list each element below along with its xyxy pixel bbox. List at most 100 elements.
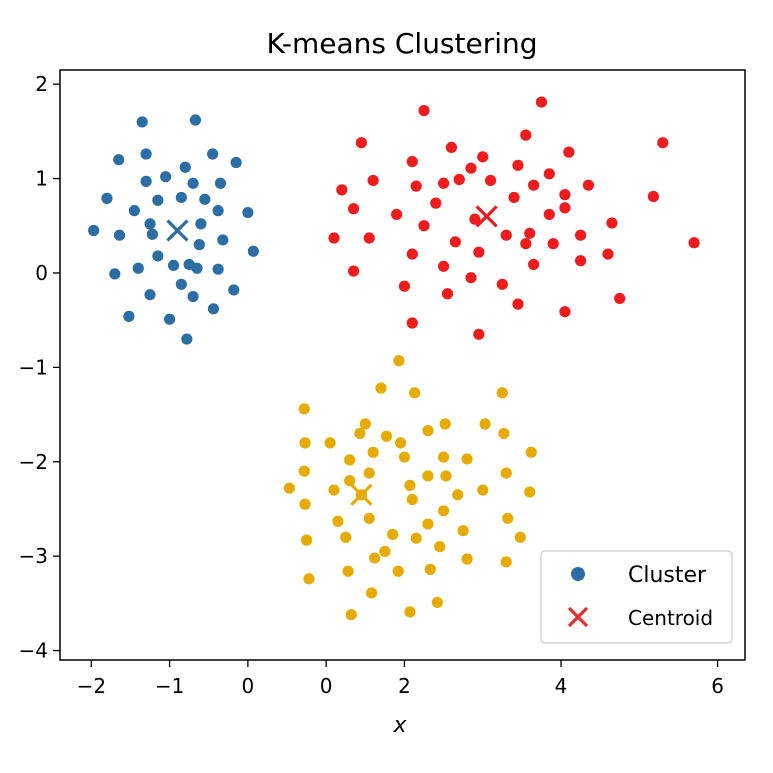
data-point [479,418,491,430]
data-point [477,151,489,163]
data-point [113,229,126,241]
data-point [328,232,340,244]
data-point [461,453,473,465]
data-point [298,403,310,415]
x-tick-label: 4 [555,674,568,698]
data-point [512,159,524,171]
data-point [298,465,310,477]
data-point [367,446,379,458]
data-point [303,573,315,585]
data-point [347,203,360,215]
data-point [602,248,614,260]
data-point [336,184,348,196]
centroid-stroke [166,219,189,242]
x-tick-label: −2 [77,674,106,698]
y-tick-label: −3 [19,544,48,568]
data-point [191,262,203,274]
x-tick-label: −1 [155,674,184,698]
data-point [355,137,367,149]
data-point [457,525,469,537]
data-point [144,289,156,301]
data-point [418,104,430,117]
legend-cluster-marker [571,567,585,581]
data-point [144,218,156,230]
data-point [469,213,481,225]
data-point [575,229,587,241]
data-point [441,288,454,300]
data-point [520,238,532,250]
data-point [422,518,434,530]
data-point [496,278,508,290]
data-point [563,146,575,158]
data-point [195,218,207,230]
centroid-marker [475,205,498,228]
data-point [193,239,205,251]
data-point [379,545,391,558]
data-point [363,512,375,525]
data-point [431,596,443,609]
data-point [547,238,559,250]
data-point [484,174,497,187]
data-point [508,191,520,204]
data-point [299,437,311,449]
chart-title: K-means Clustering [266,27,537,60]
data-point [439,418,451,430]
data-point [152,194,164,206]
data-point [393,355,405,367]
data-point [212,205,224,217]
data-point [375,382,387,394]
data-point [559,202,571,214]
data-point [242,206,254,219]
data-point [438,177,450,189]
data-point [582,179,595,191]
data-point [418,220,430,232]
plot-frame [59,69,746,661]
data-point [363,232,375,244]
x-tick-label: 6 [711,674,724,698]
data-point [214,177,227,189]
data-point [392,565,404,577]
data-point [189,114,202,126]
data-point [207,148,219,160]
data-point [228,284,240,296]
data-point [164,313,176,325]
data-point [473,246,485,258]
data-point [109,268,121,280]
data-point [187,290,199,303]
data-point [514,531,526,543]
data-point [461,553,473,565]
data-point [88,224,100,237]
data-point [422,470,434,482]
y-tick-label: 1 [35,167,48,191]
data-point [128,205,140,217]
data-point [181,333,193,345]
data-point [424,563,436,575]
data-point [152,250,164,262]
data-point [406,493,418,506]
data-point [438,260,450,272]
data-point [217,234,229,246]
data-point [359,418,371,430]
data-point [113,154,125,166]
y-axis: 2 1 0 −1 −2 −3 −4 [19,72,60,663]
data-point [367,174,379,187]
data-point [363,467,375,479]
data-point [422,425,434,437]
data-point [199,193,211,205]
data-point [404,479,416,491]
data-point [365,587,378,599]
data-point [175,278,187,290]
data-point [369,552,381,564]
data-point [175,191,187,204]
data-point [449,236,461,248]
data-point [354,427,366,440]
data-point [559,189,571,201]
y-tick-label: −4 [19,639,48,663]
x-tick-label: 2 [398,674,411,698]
x-tick-label: 0 [320,674,333,698]
legend-centroid-label: Centroid [628,606,713,630]
data-point [445,141,458,154]
data-point [688,237,700,249]
points-layer [88,96,700,621]
x-axis: −2 −1 0 0 2 4 6 [77,660,724,698]
